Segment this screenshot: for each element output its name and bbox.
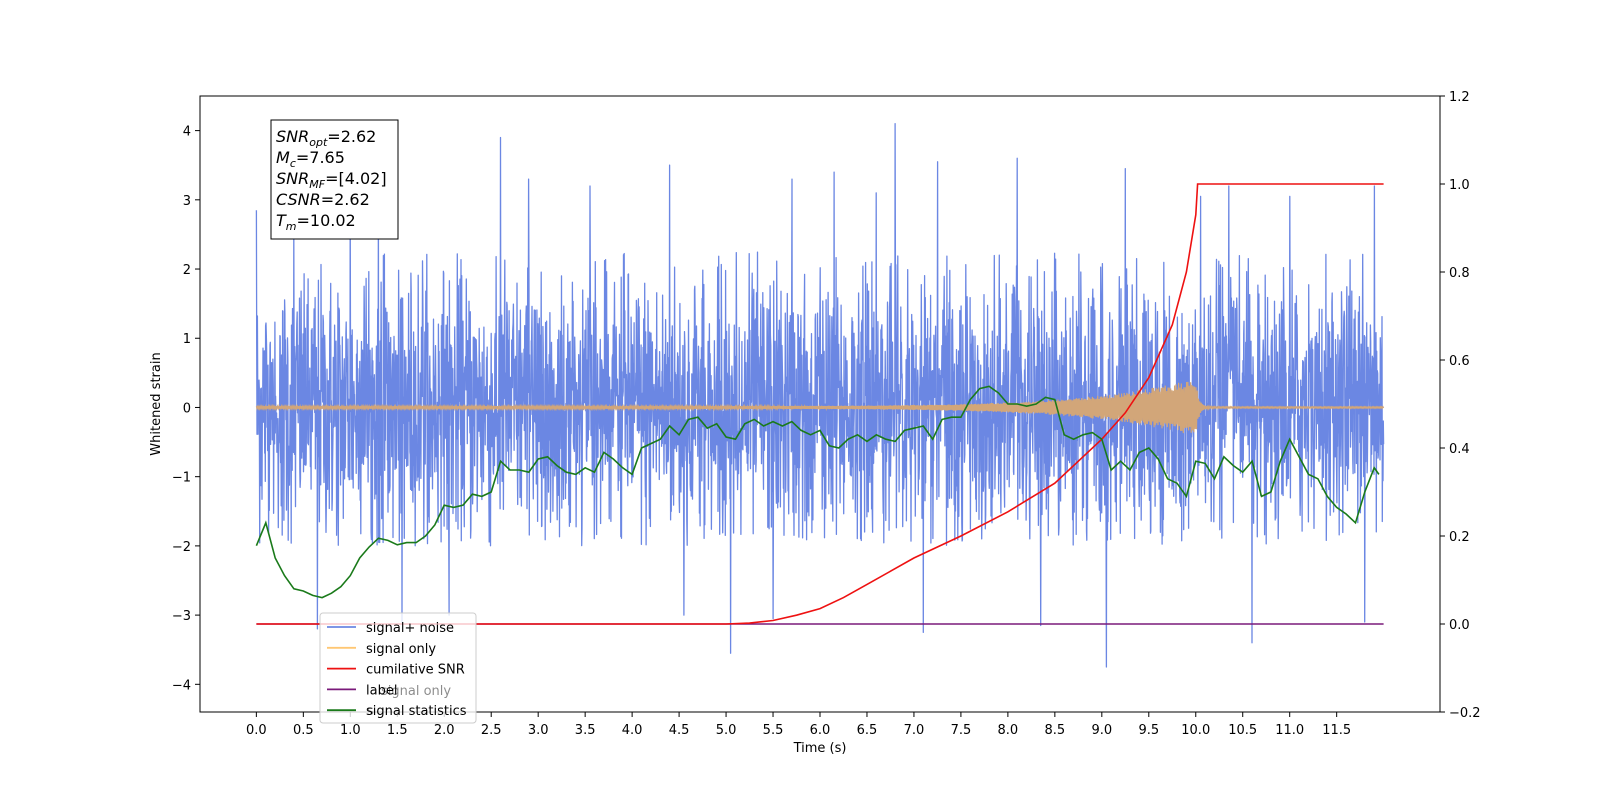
y-right-tick-label: 0.8: [1449, 266, 1470, 281]
legend-frame: [319, 612, 477, 724]
x-axis-label: Time (s): [793, 741, 847, 756]
x-tick-label: 8.5: [1045, 723, 1066, 738]
x-tick-label: 6.0: [810, 723, 831, 738]
x-tick-label: 5.5: [763, 723, 784, 738]
x-tick-label: 11.5: [1322, 723, 1351, 738]
x-tick-label: 10.5: [1228, 723, 1257, 738]
series-signal-only: [255, 381, 1385, 434]
x-tick-label: 8.0: [998, 723, 1019, 738]
series-signal-noise: [255, 123, 1385, 668]
x-tick-label: 6.5: [857, 723, 878, 738]
legend: signal only s signal+ noise signal only cumi…: [319, 612, 477, 724]
x-tick-label: 7.5: [951, 723, 972, 738]
x-tick-label: 0.5: [293, 723, 314, 738]
stat-line: SNRopt=2.62: [276, 127, 376, 149]
stats-box-frame: [270, 119, 399, 240]
x-axis: 0.0 0.5 1.0 1.5 2.0 2.5 3.0 3.5 4.0 4.5 5.0 5.5 6.0 6…: [246, 712, 1351, 738]
y-left-tick-label: 0: [183, 401, 191, 416]
y-left-tick-label: −2: [172, 540, 191, 555]
y-axis-right: −0.2 0.0 0.2 0.4 0.6 0.8 1.0 1.2: [1440, 90, 1481, 721]
legend-ghost-text: s: [367, 704, 374, 719]
y-left-tick-label: −1: [172, 471, 191, 486]
x-tick-label: 10.0: [1181, 723, 1210, 738]
y-left-tick-label: 3: [183, 194, 191, 209]
y-right-tick-label: 0.2: [1449, 530, 1470, 545]
y-left-tick-label: 1: [183, 332, 191, 347]
y-left-tick-label: 4: [183, 125, 191, 140]
stat-line: SNRMF=[4.02]: [276, 169, 387, 191]
y-axis-label-left: Whitened strain: [149, 352, 164, 455]
y-right-tick-label: −0.2: [1449, 706, 1481, 721]
series-cumilative-snr: [256, 183, 1384, 625]
y-right-tick-label: 0.4: [1449, 442, 1470, 457]
y-axis-left: −4 −3 −2 −1 0 1 2 3 4: [172, 125, 200, 693]
legend-ghost-text: signal only: [381, 684, 451, 699]
x-tick-label: 5.0: [716, 723, 737, 738]
x-tick-label: 3.5: [575, 723, 596, 738]
x-tick-label: 2.0: [434, 723, 455, 738]
stat-line: Tm=10.02: [276, 211, 356, 233]
x-tick-label: 1.0: [340, 723, 361, 738]
x-tick-label: 2.5: [481, 723, 502, 738]
x-tick-label: 11.0: [1275, 723, 1304, 738]
legend-item-label: cumilative SNR: [366, 663, 465, 678]
y-left-tick-label: −3: [172, 609, 191, 624]
series-signal-statistics: [255, 385, 1380, 599]
y-right-tick-label: 1.0: [1449, 178, 1470, 193]
x-tick-label: 9.5: [1138, 723, 1159, 738]
x-tick-label: 7.0: [904, 723, 925, 738]
y-right-tick-label: 0.6: [1449, 354, 1470, 369]
legend-item-label: signal only: [366, 642, 436, 657]
x-tick-label: 0.0: [246, 723, 267, 738]
legend-item-label: signal+ noise: [366, 621, 454, 636]
stat-line: CSNR=2.62: [276, 190, 370, 209]
legend-item-label: signal statistics: [366, 704, 467, 719]
x-tick-label: 9.0: [1091, 723, 1112, 738]
y-right-tick-label: 1.2: [1449, 90, 1470, 105]
x-tick-label: 3.0: [528, 723, 549, 738]
x-tick-label: 4.0: [622, 723, 643, 738]
stat-line: Mc=7.65: [276, 148, 345, 170]
legend-item-label: label: [366, 683, 397, 698]
x-tick-label: 4.5: [669, 723, 690, 738]
y-left-tick-label: 2: [183, 263, 191, 278]
x-tick-label: 1.5: [387, 723, 408, 738]
y-left-tick-label: −4: [172, 678, 191, 693]
y-right-tick-label: 0.0: [1449, 618, 1470, 633]
